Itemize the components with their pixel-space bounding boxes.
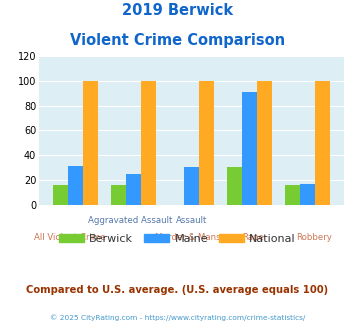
Bar: [53, 185, 68, 205]
Bar: [141, 81, 156, 205]
Bar: [68, 166, 83, 205]
Bar: [242, 92, 257, 205]
Text: Violent Crime Comparison: Violent Crime Comparison: [70, 33, 285, 48]
Bar: [126, 174, 141, 205]
Bar: [199, 81, 214, 205]
Text: Compared to U.S. average. (U.S. average equals 100): Compared to U.S. average. (U.S. average …: [26, 285, 329, 295]
Text: Aggravated Assault: Aggravated Assault: [88, 216, 173, 225]
Text: All Violent Crime: All Violent Crime: [34, 233, 105, 242]
Bar: [184, 168, 199, 205]
Bar: [285, 185, 300, 205]
Bar: [83, 81, 98, 205]
Text: Rape: Rape: [242, 233, 264, 242]
Text: 2019 Berwick: 2019 Berwick: [122, 3, 233, 18]
Bar: [315, 81, 331, 205]
Text: Robbery: Robbery: [296, 233, 332, 242]
Text: Murder & Mans...: Murder & Mans...: [155, 233, 229, 242]
Bar: [300, 183, 315, 205]
Text: Assault: Assault: [176, 216, 207, 225]
Bar: [111, 185, 126, 205]
Text: © 2025 CityRating.com - https://www.cityrating.com/crime-statistics/: © 2025 CityRating.com - https://www.city…: [50, 314, 305, 321]
Bar: [257, 81, 272, 205]
Legend: Berwick, Maine, National: Berwick, Maine, National: [55, 230, 300, 248]
Bar: [227, 168, 242, 205]
